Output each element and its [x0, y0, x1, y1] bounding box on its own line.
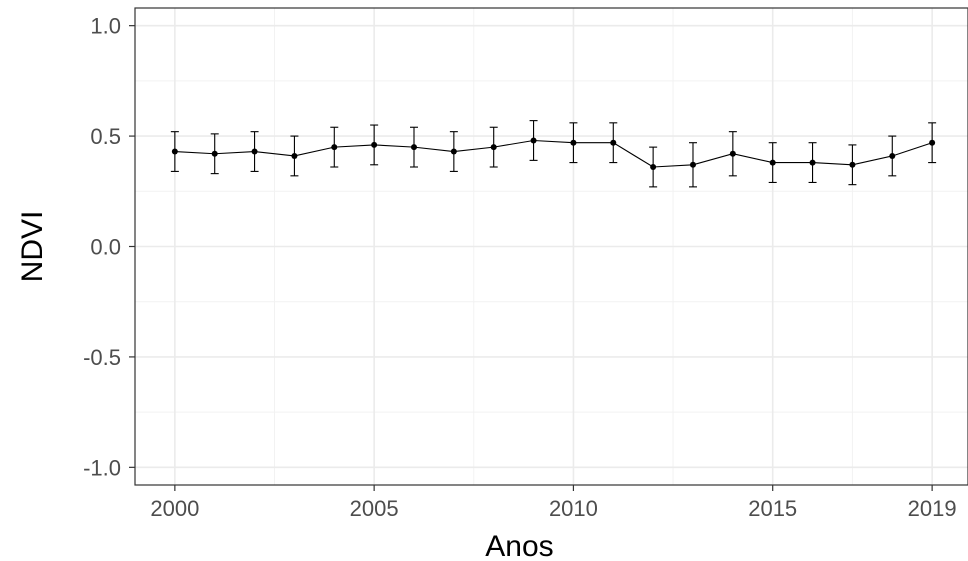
y-axis-tick-labels: -1.0 -0.5 0.0 0.5 1.0 — [83, 14, 121, 481]
data-point — [410, 144, 417, 151]
x-axis-tick-labels: 2000 2005 2010 2015 2019 — [150, 496, 956, 521]
y-axis-ticks — [129, 25, 135, 468]
data-point — [570, 139, 577, 146]
x-tick-label: 2005 — [350, 496, 399, 521]
data-point — [251, 148, 258, 155]
data-point — [291, 152, 298, 159]
y-tick-label: -0.5 — [83, 345, 121, 370]
data-point — [769, 159, 776, 166]
series-line-group — [174, 139, 933, 168]
series-line — [174, 139, 933, 168]
data-point — [171, 148, 178, 155]
data-point — [889, 152, 896, 159]
data-point — [729, 150, 736, 157]
x-tick-label: 2019 — [908, 496, 957, 521]
y-axis-title: NDVI — [16, 211, 49, 283]
data-point — [689, 161, 696, 168]
data-point — [650, 164, 657, 170]
y-tick-label: 0.0 — [90, 235, 121, 260]
data-point — [211, 150, 218, 157]
data-point — [929, 139, 936, 146]
x-tick-label: 2000 — [150, 496, 199, 521]
x-axis-ticks — [174, 485, 933, 491]
data-points — [171, 137, 936, 170]
data-point — [610, 139, 617, 146]
data-point — [809, 159, 816, 166]
x-tick-label: 2015 — [748, 496, 797, 521]
error-bars — [170, 120, 937, 188]
x-axis-title: Anos — [485, 530, 553, 561]
data-point — [371, 141, 378, 148]
data-point — [530, 137, 537, 144]
data-point — [849, 161, 856, 168]
x-tick-label: 2010 — [549, 496, 598, 521]
major-gridlines — [135, 8, 968, 485]
data-point — [490, 144, 497, 151]
y-tick-label: 1.0 — [90, 14, 121, 39]
data-point — [331, 144, 338, 151]
y-tick-label: -1.0 — [83, 455, 121, 480]
data-point — [450, 148, 457, 155]
y-tick-label: 0.5 — [90, 124, 121, 149]
